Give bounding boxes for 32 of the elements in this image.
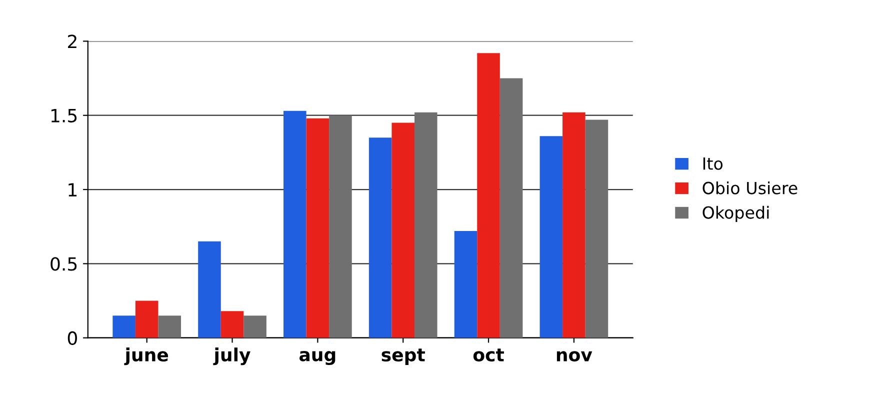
x-tick-label: aug: [299, 351, 336, 366]
bar: [585, 120, 608, 338]
y-tick-label: 1.5: [51, 109, 77, 122]
legend-label: Obio Usiere: [702, 181, 798, 194]
bar: [562, 112, 586, 338]
x-tick-label: july: [213, 348, 250, 366]
bar: [454, 231, 478, 338]
bar: [392, 122, 414, 338]
bar: [284, 110, 306, 338]
bar: [198, 241, 221, 338]
bar: [306, 118, 330, 338]
bar: [368, 138, 392, 338]
bar: [158, 316, 182, 338]
y-tick-label: 0.5: [50, 257, 77, 271]
bar: [244, 316, 266, 338]
bar: [477, 53, 500, 338]
legend-label: Okopedi: [702, 206, 769, 222]
x-tick-label: june: [124, 348, 168, 366]
y-tick-label: 0: [68, 331, 77, 345]
bar: [112, 316, 136, 338]
x-tick-label: oct: [473, 348, 504, 362]
bar: [500, 78, 523, 338]
y-tick-label: 2: [68, 34, 76, 48]
bar: [540, 136, 563, 338]
bar: [220, 311, 244, 338]
bar: [329, 115, 352, 338]
x-tick-label: sept: [382, 348, 425, 366]
x-tick-label: nov: [556, 351, 592, 362]
legend-label: Ito: [703, 158, 723, 170]
bar: [135, 300, 158, 338]
y-tick-label: 1: [68, 183, 77, 196]
bar: [414, 112, 438, 338]
